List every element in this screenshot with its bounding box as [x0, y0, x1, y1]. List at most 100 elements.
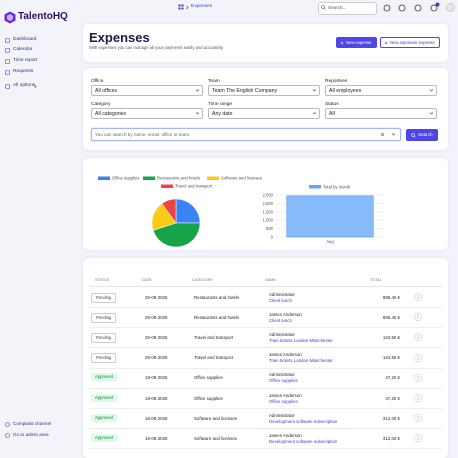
category: Restaurants and hotels	[194, 314, 240, 320]
category: Software and licenses	[194, 435, 237, 441]
filter-value[interactable]: Any date	[212, 110, 233, 117]
column-header: STATUS	[95, 278, 110, 282]
dot	[417, 316, 419, 318]
row-actions	[414, 414, 422, 423]
legend-label: Total by month	[323, 185, 351, 190]
breadcrumb[interactable]: Expenses	[191, 4, 213, 9]
expense-description[interactable]: Development software subscription	[269, 418, 338, 424]
expense-description[interactable]: Office supplies	[269, 398, 298, 404]
chevron	[391, 133, 396, 136]
expense-description[interactable]: Client lunch	[269, 317, 292, 323]
filter-label: Status	[325, 102, 339, 107]
search-button-label[interactable]: Search	[418, 132, 433, 137]
status-badge: Approved	[91, 373, 117, 382]
nav-item[interactable]: Dashboard	[13, 37, 37, 42]
expense-description[interactable]: Client lunch	[269, 297, 292, 303]
nav-more[interactable]: All options	[13, 83, 36, 88]
clear-icon	[380, 132, 385, 137]
legend-swatch	[161, 184, 173, 188]
search-input[interactable]	[91, 128, 401, 141]
toolbar-icon	[398, 4, 406, 12]
chevron-icon	[312, 112, 317, 115]
nav-icon	[5, 38, 10, 43]
row-divider	[89, 387, 442, 389]
dot	[417, 436, 419, 438]
chevron	[195, 112, 200, 115]
legend-swatch	[98, 176, 110, 180]
y-tick-label: 500	[266, 226, 274, 231]
icon	[5, 38, 10, 43]
search-box[interactable]	[318, 2, 377, 15]
toolbar-icon	[430, 4, 438, 12]
date: 18-08-2026	[145, 375, 168, 381]
status-badge: Approved	[91, 393, 117, 402]
filter-value[interactable]: All offices	[95, 87, 118, 94]
filter-value[interactable]: Team The English Company	[212, 87, 278, 94]
y-tick-label: 2,000	[263, 201, 274, 206]
icon	[321, 5, 325, 9]
nav-item[interactable]: Time report	[13, 58, 38, 63]
total: 47,20 €	[385, 395, 400, 401]
category: Office supplies	[194, 395, 223, 401]
row-actions	[414, 353, 422, 362]
icon	[380, 132, 385, 137]
legend-swatch	[309, 185, 321, 189]
header-button-label[interactable]: New automatic expense	[390, 40, 435, 45]
filter-select[interactable]	[325, 108, 437, 119]
nav-icon	[5, 48, 10, 53]
footer-link[interactable]: Go to admin area	[13, 432, 49, 437]
expense-description[interactable]: Office supplies	[269, 378, 298, 384]
date: 25-08-2026	[145, 355, 168, 361]
expense-description[interactable]: Train tickets London-Manchester	[269, 358, 333, 364]
filter-value[interactable]: All employees	[329, 87, 362, 94]
page-subtitle: With expenses you can manage all your pa…	[89, 45, 224, 50]
nav-item[interactable]: Calendar	[13, 47, 33, 52]
header-button[interactable]	[336, 37, 377, 48]
y-tick-label: 0	[271, 235, 274, 240]
logo-icon	[4, 11, 16, 24]
filter-value[interactable]: All	[329, 110, 335, 117]
dot	[417, 377, 419, 379]
total: 124,50 €	[382, 355, 400, 361]
icon	[340, 41, 344, 44]
expense-description[interactable]: Train tickets London-Manchester	[269, 337, 333, 343]
filter-select[interactable]	[208, 85, 320, 96]
search-placeholder: Search...	[328, 5, 347, 10]
header-button-label[interactable]: New expense	[346, 40, 372, 45]
legend-label: Travel and transport	[175, 184, 213, 189]
legend-label: Restaurants and hotels	[157, 176, 200, 181]
icon	[5, 422, 10, 427]
notification-badge	[435, 2, 440, 7]
search-button[interactable]	[406, 129, 438, 141]
filter-label: Team	[208, 79, 220, 84]
row-actions	[414, 313, 422, 322]
expense-description[interactable]: Development software subscription	[269, 438, 338, 444]
total: 896,40 €	[382, 314, 400, 320]
nav-item[interactable]: Requests	[13, 69, 34, 74]
brand: TalentoHQ	[18, 11, 68, 22]
total: 312,00 €	[382, 435, 400, 441]
filter-value[interactable]: All categories	[95, 110, 127, 117]
footer-link[interactable]: Complaint channel	[13, 421, 52, 426]
filter-select[interactable]	[91, 85, 203, 96]
chevron-icon	[429, 89, 434, 92]
header-button[interactable]	[380, 37, 440, 48]
icon	[323, 7, 326, 10]
date: 25-08-2026	[145, 294, 168, 300]
employee-name: Administrator	[269, 331, 295, 337]
home-icon	[178, 4, 184, 10]
filter-select[interactable]	[325, 85, 437, 96]
legend-label: Office supplies	[112, 176, 139, 181]
employee-name: Administrator	[269, 412, 295, 418]
category: Software and licenses	[194, 415, 237, 421]
avatar	[446, 3, 455, 12]
filter-select[interactable]	[91, 108, 203, 119]
row-divider	[89, 408, 442, 409]
row-actions	[414, 333, 422, 342]
filter-label: Time range	[208, 102, 233, 107]
column-header: NAME	[265, 278, 276, 282]
filter-select[interactable]	[208, 108, 320, 119]
dot	[417, 399, 419, 400]
employee-name: James Anderson	[269, 352, 302, 358]
dot	[417, 315, 419, 317]
